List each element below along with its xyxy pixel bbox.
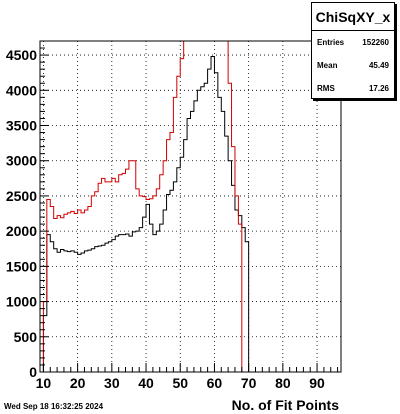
mean-value: 45.49 — [368, 61, 389, 70]
y-tick-label: 0 — [29, 364, 37, 380]
y-tick-label: 3500 — [6, 118, 37, 134]
stats-title: ChiSqXY_x — [312, 3, 394, 31]
entries-label: Entries — [317, 38, 345, 47]
x-tick-label: 50 — [172, 375, 188, 391]
y-tick-label: 1000 — [6, 294, 37, 310]
x-tick-label: 90 — [309, 375, 325, 391]
y-tick-label: 500 — [14, 329, 38, 345]
y-tick-label: 3000 — [6, 153, 37, 169]
y-tick-label: 4500 — [6, 47, 37, 63]
timestamp: Wed Sep 18 16:32:25 2024 — [4, 402, 104, 411]
plot-frame — [39, 40, 342, 373]
x-tick-label: 40 — [138, 375, 154, 391]
rms-value: 17.26 — [368, 84, 389, 93]
x-tick-label: 70 — [241, 375, 257, 391]
x-tick-label: 20 — [70, 375, 86, 391]
y-tick-label: 1500 — [6, 258, 37, 274]
y-tick-label: 4000 — [6, 82, 37, 98]
rms-label: RMS — [317, 84, 335, 93]
x-tick-label: 60 — [207, 375, 223, 391]
entries-value: 152260 — [362, 38, 389, 47]
stats-row-mean: Mean 45.49 — [312, 54, 394, 77]
mean-label: Mean — [317, 61, 338, 70]
x-axis-title: No. of Fit Points — [232, 397, 340, 413]
axis-ticks: 10 20 30 40 50 60 70 80 90 0 500 1000 1500 2000 2500 30… — [6, 40, 339, 391]
x-tick-label: 80 — [275, 375, 291, 391]
y-tick-label: 2000 — [6, 223, 37, 239]
y-tick-label: 2500 — [6, 188, 37, 204]
x-tick-label: 30 — [104, 375, 120, 391]
stats-row-rms: RMS 17.26 — [312, 77, 394, 100]
x-tick-label: 10 — [36, 375, 52, 391]
grid-lines — [40, 41, 341, 373]
stats-box: ChiSqXY_x Entries 152260 Mean 45.49 RMS … — [311, 2, 395, 99]
histogram-line-1 — [40, 55, 253, 373]
stats-row-entries: Entries 152260 — [312, 31, 394, 54]
